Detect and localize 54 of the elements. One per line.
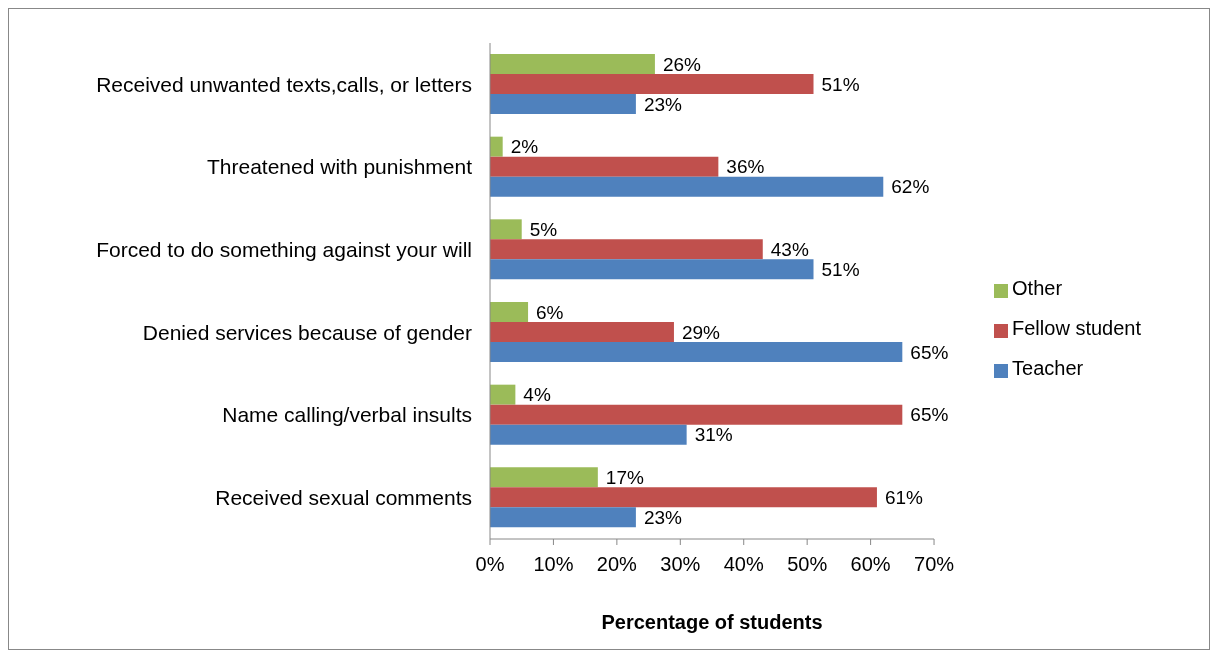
y-tick-label: Name calling/verbal insults: [222, 403, 472, 427]
data-label: 65%: [910, 341, 949, 363]
bar: [490, 302, 529, 322]
data-label: 5%: [529, 219, 558, 241]
bar: [490, 239, 763, 260]
data-label: 61%: [884, 487, 924, 509]
data-label: 4%: [523, 384, 551, 406]
x-tick-label: 0%: [475, 553, 505, 576]
x-tick-label: 60%: [850, 553, 891, 576]
bar: [490, 507, 636, 528]
bar: [490, 74, 814, 94]
y-tick-label: Forced to do something against your will: [96, 238, 472, 262]
bar: [490, 156, 719, 177]
x-tick-label: 20%: [596, 553, 638, 576]
data-label: 51%: [821, 73, 860, 95]
data-label: 2%: [510, 136, 539, 158]
x-tick-label: 50%: [787, 553, 828, 576]
bar: [490, 219, 522, 240]
bar: [490, 94, 636, 114]
data-label: 43%: [770, 239, 809, 261]
legend-label: Other: [1012, 277, 1063, 299]
legend-label: Teacher: [1012, 357, 1084, 379]
bar: [490, 342, 903, 362]
data-label: 51%: [821, 259, 860, 281]
data-label: 26%: [662, 53, 702, 75]
bar: [490, 487, 877, 508]
y-tick-label: Received unwanted texts,calls, or letters: [96, 72, 472, 96]
data-label: 31%: [694, 424, 733, 446]
x-tick-label: 40%: [723, 553, 764, 576]
data-label: 17%: [605, 467, 644, 489]
bar: [490, 322, 674, 342]
data-label: 29%: [681, 321, 721, 343]
y-tick-label: Threatened with punishment: [207, 155, 473, 179]
bar: [490, 404, 903, 425]
y-tick-label: Denied services because of gender: [142, 320, 473, 344]
data-label: 6%: [536, 301, 564, 323]
bar: [490, 54, 655, 74]
data-label: 23%: [643, 507, 683, 529]
data-label: 65%: [910, 404, 949, 426]
bar: [490, 424, 687, 445]
x-axis-title: Percentage of students: [601, 611, 823, 633]
bar: [490, 259, 814, 280]
x-tick-label: 70%: [914, 553, 955, 576]
bar: [490, 176, 884, 197]
x-tick-label: 30%: [660, 553, 701, 576]
bar: [490, 384, 516, 405]
bar: [490, 467, 598, 488]
bar: [490, 136, 503, 157]
x-tick-label: 10%: [533, 553, 574, 576]
data-label: 62%: [891, 176, 930, 198]
y-tick-label: Received sexual comments: [215, 486, 472, 510]
data-label: 36%: [726, 156, 765, 178]
data-label: 23%: [643, 93, 683, 115]
legend-label: Fellow student: [1012, 317, 1141, 339]
